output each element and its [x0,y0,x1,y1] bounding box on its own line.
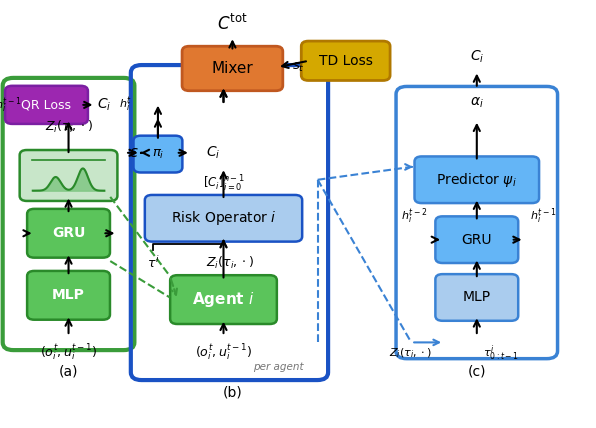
Text: $h_i^{t-1}$: $h_i^{t-1}$ [530,206,557,226]
Text: $Z_i(\tau_i,\cdot)$: $Z_i(\tau_i,\cdot)$ [389,346,432,360]
Text: $h_i^{t}$: $h_i^{t}$ [119,95,132,114]
FancyBboxPatch shape [182,46,283,91]
FancyBboxPatch shape [170,275,277,324]
Text: MLP: MLP [462,291,491,304]
FancyBboxPatch shape [435,274,518,321]
FancyBboxPatch shape [134,136,182,172]
FancyBboxPatch shape [435,217,518,263]
Text: $h_i^{t-2}$: $h_i^{t-2}$ [401,206,428,226]
FancyBboxPatch shape [5,86,88,124]
Text: $(o_i^t, u_i^{t-1})$: $(o_i^t, u_i^{t-1})$ [40,343,97,363]
Text: $s_t$: $s_t$ [292,61,305,74]
Text: $C_i$: $C_i$ [97,97,111,113]
Text: $C^{\mathrm{tot}}$: $C^{\mathrm{tot}}$ [217,14,248,33]
Text: $Z_i(\tau_i,\cdot)$: $Z_i(\tau_i,\cdot)$ [206,255,253,271]
Text: $\tau^i$: $\tau^i$ [147,255,160,270]
Text: $h_i^{t-1}$: $h_i^{t-1}$ [0,95,22,115]
FancyBboxPatch shape [27,209,110,258]
FancyBboxPatch shape [27,271,110,320]
Text: QR Loss: QR Loss [21,98,72,111]
Text: TD Loss: TD Loss [319,54,372,68]
Text: per agent: per agent [253,362,304,372]
Text: GRU: GRU [461,233,492,247]
Text: GRU: GRU [52,226,85,240]
Text: $\alpha_i$: $\alpha_i$ [470,95,484,110]
FancyBboxPatch shape [415,157,539,203]
Text: $\epsilon$: $\epsilon$ [129,145,139,160]
Text: $(o_i^t, u_i^{t-1})$: $(o_i^t, u_i^{t-1})$ [195,343,252,363]
Text: (c): (c) [467,364,486,378]
Text: $C_i$: $C_i$ [470,48,484,65]
Text: Agent $i$: Agent $i$ [192,290,255,309]
Text: $[C_i]_{i=0}^{n-1}$: $[C_i]_{i=0}^{n-1}$ [203,174,244,194]
FancyBboxPatch shape [20,150,117,201]
Text: (b): (b) [222,386,243,399]
FancyBboxPatch shape [301,41,390,80]
Text: $\tau_{0:t-1}^i$: $\tau_{0:t-1}^i$ [483,343,519,363]
Text: Predictor $\psi_i$: Predictor $\psi_i$ [436,171,517,189]
Text: $\pi_i$: $\pi_i$ [152,148,164,160]
Text: Risk Operator $i$: Risk Operator $i$ [171,209,276,227]
Text: Mixer: Mixer [212,61,253,76]
Text: MLP: MLP [52,288,85,302]
FancyBboxPatch shape [145,195,302,241]
Text: $C_i$: $C_i$ [206,145,220,161]
Text: $Z_i(\tau_i,\cdot)$: $Z_i(\tau_i,\cdot)$ [45,119,92,135]
Text: (a): (a) [59,364,78,378]
